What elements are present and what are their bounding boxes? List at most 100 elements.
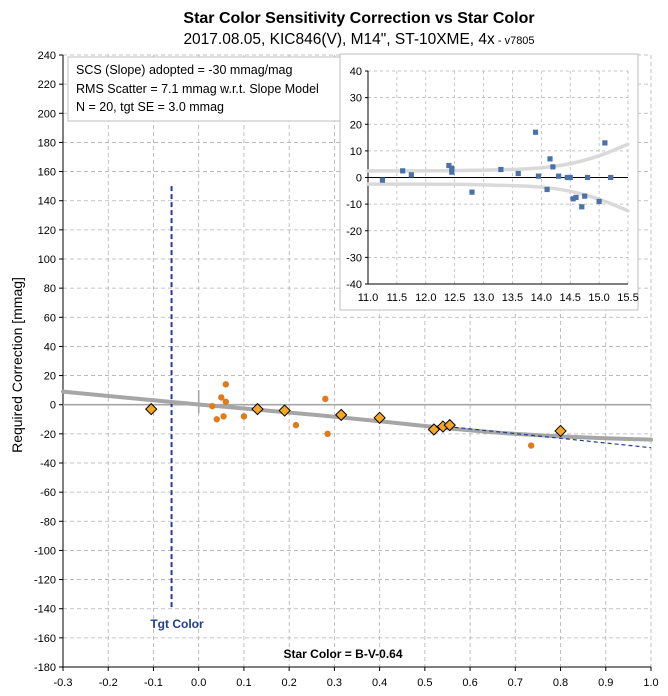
inset-residual-point xyxy=(573,194,579,201)
inset-y-tick-label: -20 xyxy=(346,226,362,238)
binned-average-point xyxy=(427,423,441,436)
y-tick-label: 80 xyxy=(44,283,56,295)
chart-subtitle: 2017.08.05, KIC846(V), M14", ST-10XME, 4… xyxy=(183,31,534,48)
inset-residual-point xyxy=(449,165,455,171)
y-tick-label: 200 xyxy=(38,108,56,120)
y-tick-label: 160 xyxy=(38,167,56,179)
y-tick-label: 240 xyxy=(38,50,56,62)
inset-y-tick-label: 0 xyxy=(356,173,362,185)
y-tick-label: -100 xyxy=(34,545,56,557)
binned-average-point xyxy=(554,424,567,438)
inset-tick-labels: 11.0 11.5 12.0 12.5 13.0 13.5 14.0 14.5 15.0 15.5… xyxy=(346,66,639,304)
star-point xyxy=(292,421,300,429)
inset-x-tick-label: 15.5 xyxy=(617,292,638,304)
x-tick-label: 0.4 xyxy=(372,677,387,689)
inset-x-tick-label: 11.0 xyxy=(358,292,379,304)
inset-y-tick-label: -10 xyxy=(346,199,362,211)
y-tick-label: -20 xyxy=(40,429,56,441)
y-axis-label: Required Correction [mmag] xyxy=(9,277,25,453)
inset-residual-point xyxy=(547,156,553,162)
x-tick-label: 0.6 xyxy=(462,677,477,689)
inset-residual-point xyxy=(556,173,562,179)
x-tick-label: 0.9 xyxy=(598,677,613,689)
x-tick-label: 0.0 xyxy=(191,677,206,689)
star-point xyxy=(220,413,227,420)
x-tick-label: 0.5 xyxy=(417,677,432,689)
inset-residual-point xyxy=(608,174,614,181)
star-point xyxy=(324,430,331,438)
inset-residual-point xyxy=(602,140,608,146)
inset-residual-point xyxy=(469,189,475,195)
y-tick-label: -180 xyxy=(34,662,56,674)
inset-residual-point xyxy=(449,169,455,175)
inset-residual-point xyxy=(567,174,573,181)
inset-residual-point xyxy=(584,174,591,181)
star-point xyxy=(527,442,535,449)
y-tick-label: -60 xyxy=(40,487,56,499)
binned-average-point xyxy=(251,402,264,416)
note-scs-slope: SCS (Slope) adopted = -30 mmag/mag xyxy=(76,63,292,77)
binned-average-point xyxy=(334,408,348,422)
inset-residual-point xyxy=(579,204,585,210)
stats-note-box: SCS (Slope) adopted = -30 mmag/mag RMS S… xyxy=(67,56,343,122)
target-color-label: Tgt Color xyxy=(150,617,204,631)
y-tick-label: -140 xyxy=(34,604,56,616)
inset-y-tick-label: 30 xyxy=(350,93,362,105)
x-tick-label: -0.3 xyxy=(54,677,73,689)
inset-x-tick-label: 12.5 xyxy=(444,292,465,304)
inset-y-tick-label: 10 xyxy=(350,146,362,158)
binned-average-point xyxy=(443,418,456,432)
note-sample-size: N = 20, tgt SE = 3.0 mmag xyxy=(76,100,224,114)
y-tick-label: -160 xyxy=(34,633,56,645)
y-tick-label: 140 xyxy=(38,196,56,208)
inset-x-tick-label: 15.0 xyxy=(588,292,609,304)
y-tick-label: 20 xyxy=(44,371,56,383)
main-series xyxy=(61,186,653,609)
inset-residual-point xyxy=(544,186,550,193)
y-tick-label: 0 xyxy=(50,400,56,412)
main-axes xyxy=(62,55,651,668)
inset-residual-point xyxy=(446,162,452,169)
binned-average-point xyxy=(144,402,158,416)
chart-subtitle-main: 2017.08.05, KIC846(V), M14", ST-10XME, 4… xyxy=(183,31,495,48)
star-point xyxy=(218,394,225,401)
inset-x-tick-label: 11.5 xyxy=(387,292,408,304)
stats-note-frame xyxy=(67,56,343,122)
inset-x-tick-label: 14.5 xyxy=(560,292,581,304)
inset-residual-point xyxy=(535,173,542,179)
inset-residual-point xyxy=(515,170,521,177)
chart-title: Star Color Sensitivity Correction vs Sta… xyxy=(183,10,534,27)
x-tick-label: -0.2 xyxy=(99,677,118,689)
y-tick-label: 60 xyxy=(44,312,56,324)
model-curve xyxy=(61,389,653,442)
inset-residual-point xyxy=(596,198,602,205)
inset-residual-point xyxy=(379,177,386,183)
x-tick-label: 1.0 xyxy=(643,677,658,689)
x-axis-label: Star Color = B-V-0.64 xyxy=(283,647,402,661)
inset-residual-point xyxy=(498,166,504,173)
inset-y-tick-label: 40 xyxy=(350,66,362,78)
y-tick-label: 100 xyxy=(38,254,56,266)
note-rms-scatter: RMS Scatter = 7.1 mmag w.r.t. Slope Mode… xyxy=(76,82,319,96)
x-tick-label: -0.1 xyxy=(144,677,163,689)
x-tick-label: 0.7 xyxy=(508,677,523,689)
star-point xyxy=(209,402,216,410)
inset-y-tick-label: -40 xyxy=(346,279,362,291)
y-tick-label: 120 xyxy=(38,225,56,237)
y-tick-label: -120 xyxy=(34,575,56,587)
inset-residual-point xyxy=(582,193,588,199)
inset-upper-envelope xyxy=(366,142,630,173)
star-point xyxy=(222,381,230,388)
inset-x-tick-label: 14.0 xyxy=(531,292,552,304)
y-tick-label: 180 xyxy=(38,137,56,149)
binned-average-point xyxy=(278,404,291,417)
chart-subtitle-version: - v7805 xyxy=(495,35,535,47)
inset-residual-point xyxy=(550,164,556,170)
slope-model-line xyxy=(447,425,652,449)
y-tick-label: -80 xyxy=(40,516,56,528)
y-tick-label: -40 xyxy=(40,458,56,470)
inset-x-tick-label: 13.5 xyxy=(502,292,523,304)
x-tick-label: 0.3 xyxy=(327,677,342,689)
star-point xyxy=(222,398,230,405)
